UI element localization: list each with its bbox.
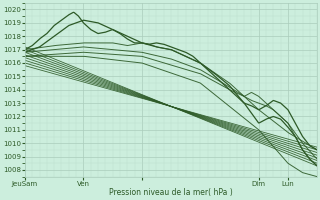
X-axis label: Pression niveau de la mer( hPa ): Pression niveau de la mer( hPa ) [109, 188, 233, 197]
